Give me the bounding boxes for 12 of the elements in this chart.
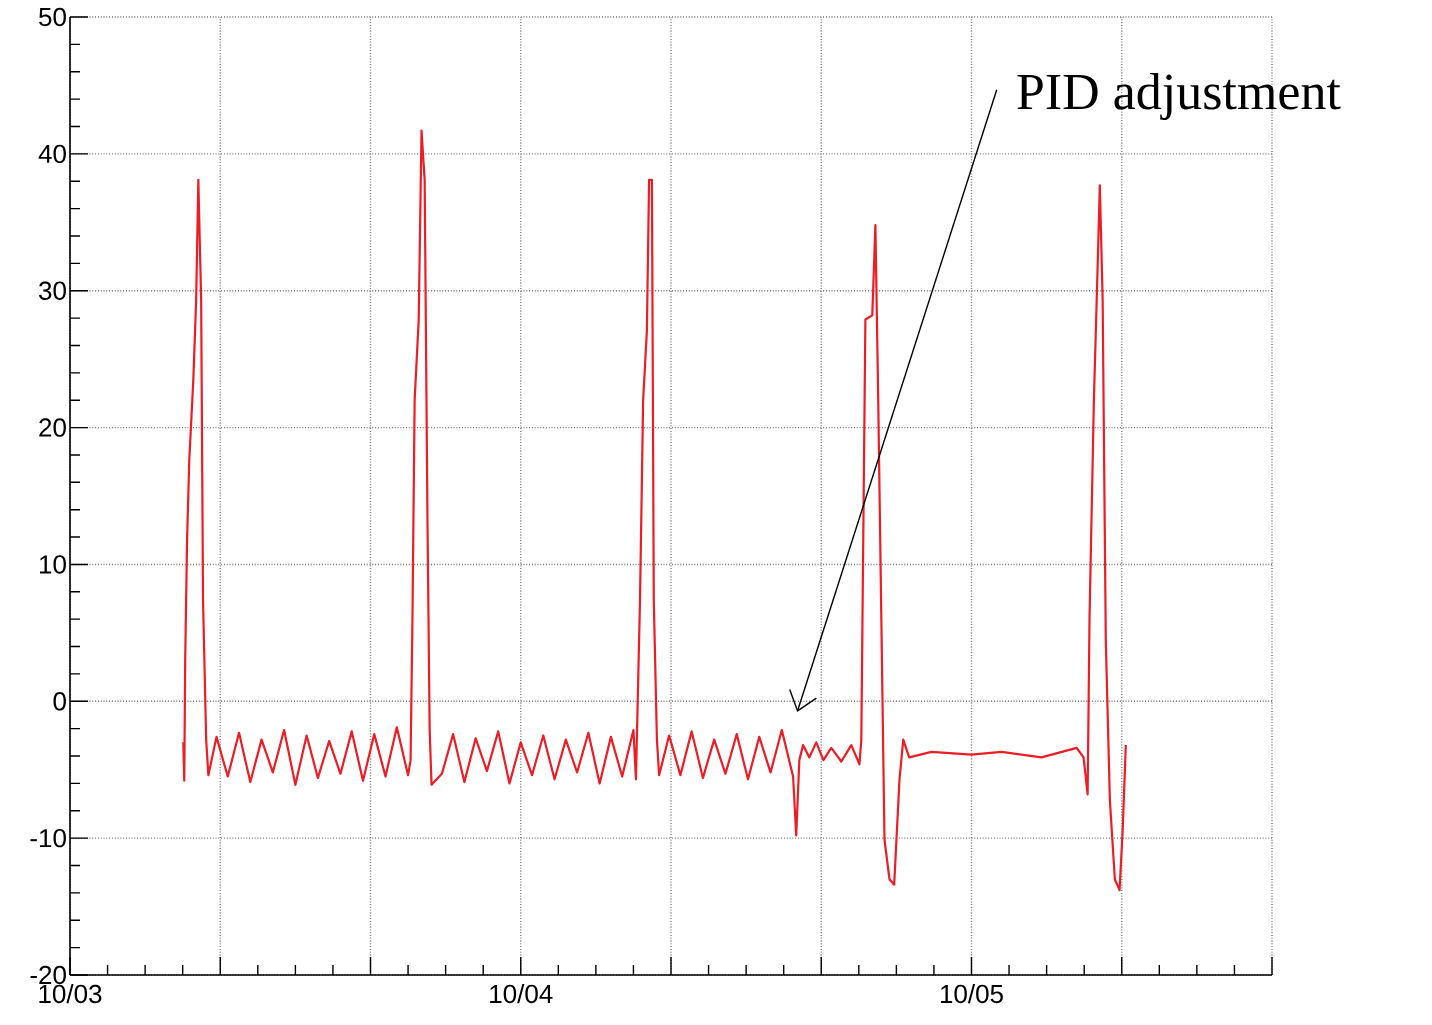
y-tick-label: 30 <box>39 281 66 300</box>
y-tick-label: 50 <box>39 7 66 27</box>
y-tick-label: -20 <box>30 965 66 985</box>
y-tick-label: 0 <box>53 692 66 711</box>
annotation: PID adjustment <box>1017 72 1341 121</box>
y-tick-label: 40 <box>38 144 66 164</box>
y-tick-label: -10 <box>30 828 66 848</box>
x-tick-label: 10/03 <box>39 984 102 1004</box>
y-tick-label: 10 <box>39 555 66 574</box>
y-tick-label: 20 <box>39 418 66 437</box>
x-tick-label: 10/05 <box>940 984 1003 1004</box>
x-tick-label: 10/04 <box>490 984 553 1004</box>
